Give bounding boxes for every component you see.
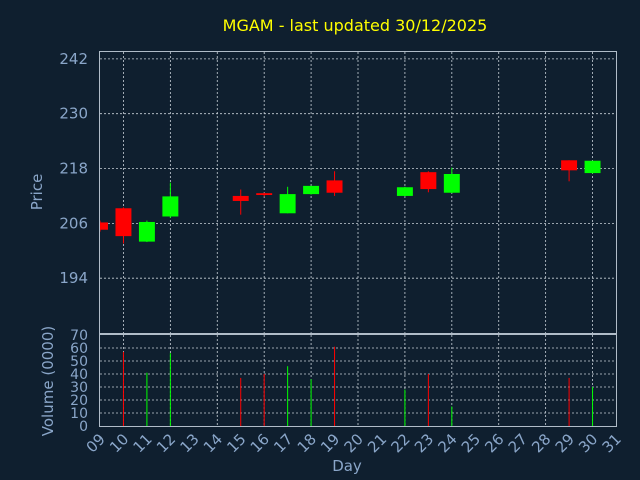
volume-panel-frame (99, 334, 617, 427)
candlesticks (99, 160, 601, 244)
price-tick-label: 218 (59, 160, 88, 178)
volume-tick-label: 0 (79, 419, 88, 435)
candle-body (443, 173, 460, 193)
price-tick-label: 242 (59, 50, 88, 68)
volume-axis-label: Volume (0000) (39, 326, 57, 436)
candle-body (115, 208, 132, 237)
x-tick-labels: 0910111213141516171819202122232425262728… (83, 430, 625, 456)
price-tick-label: 206 (59, 214, 88, 232)
candle-body (396, 187, 413, 196)
price-tick-labels: 194 206 218 230 242 (59, 50, 88, 287)
candle-body (303, 185, 320, 195)
volume-tick-label: 60 (70, 341, 88, 357)
candle-body (279, 194, 296, 214)
volume-tick-label: 50 (70, 354, 88, 370)
volume-tick-label: 30 (70, 380, 88, 396)
price-tick-label: 194 (59, 269, 88, 287)
chart-title: MGAM - last updated 30/12/2025 (223, 16, 488, 35)
candle-body (256, 193, 273, 196)
candle-body (162, 196, 179, 217)
price-panel-frame (99, 51, 617, 334)
price-tick-label: 230 (59, 105, 88, 123)
candle-body (100, 222, 108, 230)
candle-body (138, 221, 155, 242)
volume-tick-label: 70 (70, 328, 88, 344)
candle-body (584, 160, 601, 174)
x-axis-label: Day (332, 457, 362, 475)
volume-tick-label: 20 (70, 393, 88, 409)
price-axis-label: Price (28, 174, 46, 211)
candle-body (561, 160, 578, 171)
volume-tick-label: 10 (70, 406, 88, 422)
volume-bars (122, 346, 594, 426)
candle-body (420, 172, 437, 190)
candle-body (232, 195, 249, 201)
volume-tick-label: 40 (70, 367, 88, 383)
candle-body (326, 180, 343, 193)
